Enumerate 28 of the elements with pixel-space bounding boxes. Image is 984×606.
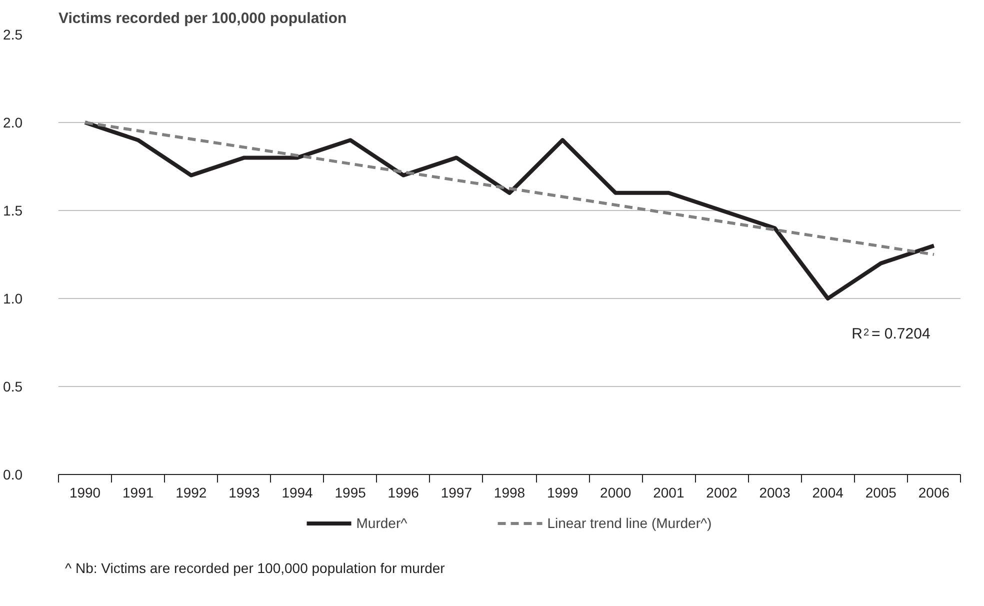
x-tick-label: 1994 [282, 484, 314, 500]
x-tick-label: 1998 [494, 484, 526, 500]
legend-label: Murder^ [356, 514, 408, 530]
x-tick-label: 2002 [706, 484, 738, 500]
legend-label: Linear trend line (Murder^) [547, 514, 712, 530]
x-tick-label: 1999 [546, 484, 578, 500]
x-tick-label: 1991 [122, 484, 154, 500]
y-tick-label: 1.0 [3, 290, 23, 306]
x-tick-label: 1995 [334, 484, 366, 500]
x-tick-label: 2003 [759, 484, 791, 500]
y-tick-label: 0.0 [3, 466, 23, 482]
chart-title: Victims recorded per 100,000 population [58, 10, 347, 27]
x-tick-label: 2005 [865, 484, 897, 500]
x-tick-label: 1996 [388, 484, 420, 500]
x-tick-label: 1993 [228, 484, 260, 500]
x-tick-label: 1997 [440, 484, 472, 500]
y-tick-label: 1.5 [3, 202, 23, 218]
x-tick-label: 2000 [600, 484, 632, 500]
x-tick-label: 1992 [176, 484, 207, 500]
y-tick-label: 2.0 [3, 114, 23, 130]
text: ^ Nb: Victims are recorded per 100,000 population for murder [65, 559, 445, 578]
x-tick-label: 2004 [812, 484, 844, 500]
x-tick-label: 2006 [918, 484, 950, 500]
x-tick-label: 1990 [69, 484, 101, 500]
y-tick-label: 2.5 [3, 26, 23, 42]
y-tick-label: 0.5 [3, 378, 23, 394]
line-series [83, 120, 936, 300]
x-tick-label: 2001 [653, 484, 684, 500]
